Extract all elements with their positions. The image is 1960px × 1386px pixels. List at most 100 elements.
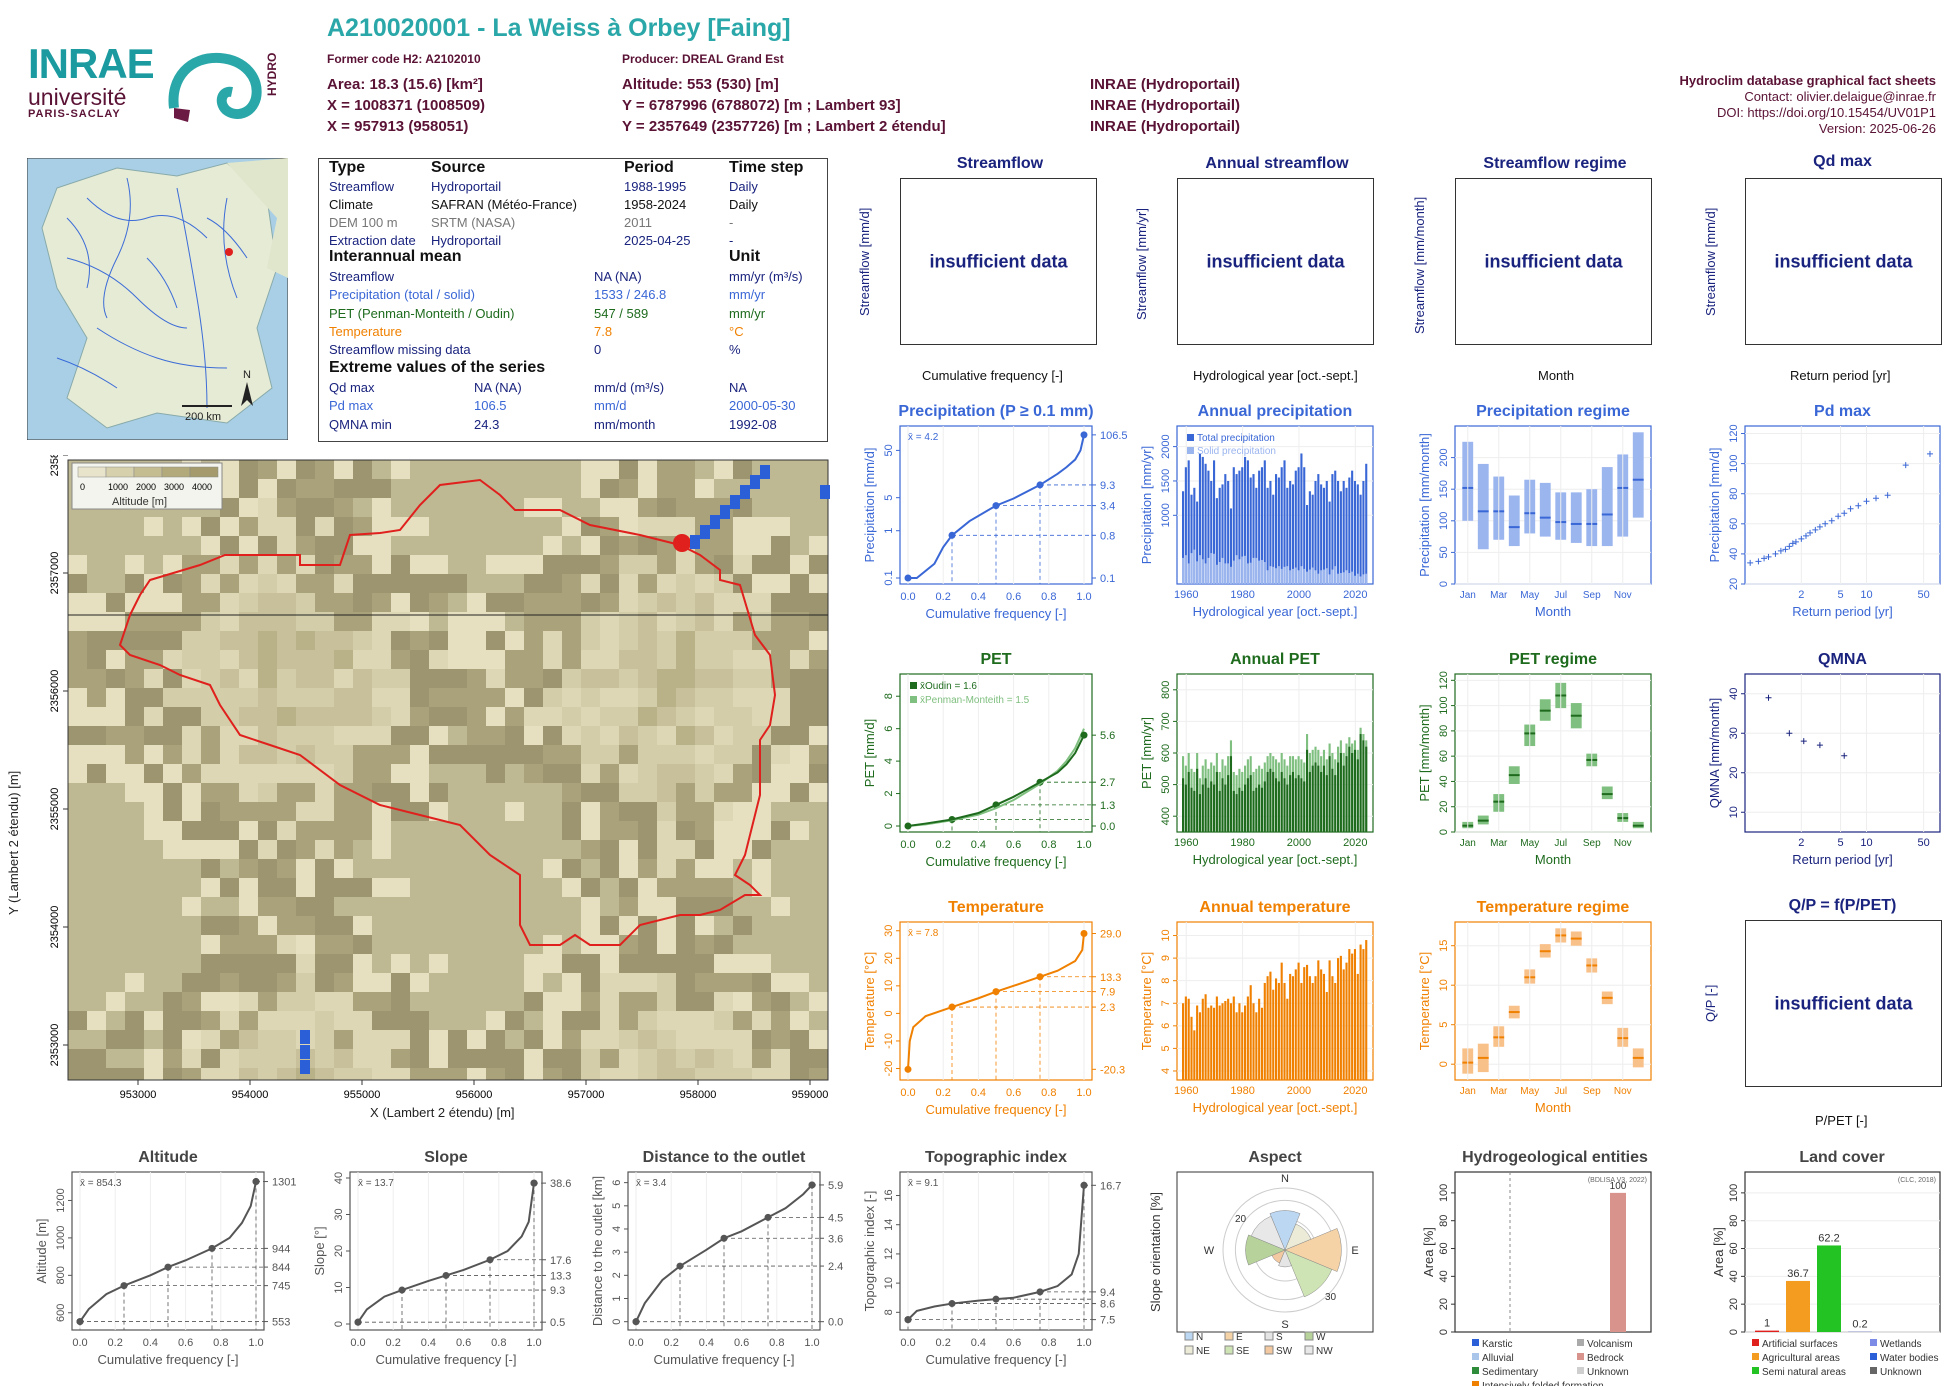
ytick: 6: [1160, 1023, 1172, 1029]
ytick: 2: [611, 1272, 623, 1278]
bar-secondary: [1339, 573, 1342, 584]
catchment-boundary: [118, 478, 777, 946]
legend-entry: x̄Penman-Monteith = 1.5: [920, 695, 1030, 706]
ytick: 60: [1438, 1242, 1450, 1254]
bar: [1817, 1245, 1841, 1332]
chart-ylabel: Precipitation [mm/d]: [862, 448, 877, 563]
bar-secondary: [1255, 557, 1258, 584]
bar-secondary: [1246, 778, 1249, 832]
map-xtick: 954000: [232, 1089, 269, 1101]
chart-title: Altitude: [138, 1149, 198, 1166]
map-ytick: 2353000: [49, 1024, 61, 1067]
bar: [1269, 971, 1272, 1080]
min-point: [904, 574, 912, 582]
right-label: 553: [272, 1317, 290, 1329]
bar-secondary: [1308, 771, 1311, 832]
point: [1800, 738, 1807, 745]
bar: [1331, 976, 1334, 1080]
chart-title: QMNA: [1818, 651, 1867, 668]
chart-frame: [896, 673, 1096, 833]
bar: [1314, 976, 1317, 1080]
contact[interactable]: Contact: olivier.delaigue@inrae.fr: [1744, 89, 1936, 104]
map-ytick: 2355000: [49, 788, 61, 831]
bar-value: 100: [1610, 1181, 1627, 1192]
altitude-legend: 0 1000 2000 3000 4000 Altitude [m]: [71, 462, 223, 510]
point: [1777, 547, 1784, 554]
ytick: 100: [1438, 696, 1450, 714]
bar: [1311, 494, 1314, 584]
series-line: [907, 734, 1085, 827]
bar: [1244, 456, 1247, 584]
chart-frame: [1173, 673, 1374, 833]
ytick: 80: [1438, 725, 1450, 737]
legend-title: Altitude [m]: [112, 496, 167, 508]
ytick: 0: [333, 1321, 345, 1327]
former-code: Former code H2: A2102010: [327, 52, 481, 66]
chart-frame: [1741, 1171, 1941, 1374]
point: [1847, 505, 1854, 512]
bar: [1294, 470, 1297, 584]
chart-xlabel: Month: [1535, 1100, 1571, 1115]
xtick: 0.0: [900, 1087, 915, 1099]
box: [1539, 482, 1551, 537]
altitude: Altitude: 553 (530) [m]: [622, 76, 779, 93]
chart-title: Temperature: [948, 899, 1044, 916]
legend-tick: 2000: [136, 482, 156, 492]
bar-secondary: [1322, 569, 1326, 584]
bar: [1356, 973, 1359, 1080]
bar-secondary: [1286, 566, 1289, 584]
extreme-title: Extreme values of the series: [329, 359, 546, 376]
bar: [1210, 480, 1213, 584]
bar-secondary: [1294, 778, 1297, 832]
bar: [1224, 474, 1227, 584]
bar-secondary: [1229, 566, 1233, 584]
aspect-chart: [1176, 1171, 1374, 1355]
bar: [1755, 1330, 1779, 1332]
col-step: Time step: [729, 159, 804, 176]
box: [1601, 786, 1613, 800]
bar-secondary: [1249, 562, 1252, 584]
min-point: [632, 1318, 640, 1326]
bar-secondary: [1334, 775, 1337, 832]
xtick: 0.0: [350, 1337, 365, 1349]
xtick: Nov: [1614, 838, 1632, 849]
bar-secondary: [1297, 775, 1300, 832]
xtick: 0.4: [699, 1337, 714, 1349]
bar: [1325, 991, 1328, 1080]
point: [1786, 730, 1793, 737]
bar-secondary: [1246, 563, 1249, 584]
bar: [1238, 470, 1241, 584]
chart-xlabel: Cumulative frequency [-]: [926, 606, 1067, 621]
ytick: 700: [1160, 712, 1172, 730]
bar-secondary: [1289, 570, 1292, 584]
bar-secondary: [1320, 771, 1323, 832]
bar: [1182, 1003, 1185, 1080]
xtick: 2000: [1287, 1085, 1311, 1097]
xtick: 0.4: [971, 1337, 986, 1349]
chart-ylabel: Temperature [°C]: [1139, 952, 1154, 1050]
ytick: 100: [1438, 1184, 1450, 1202]
legend-entry: Volcanism: [1587, 1339, 1633, 1350]
coord-source-3: INRAE (Hydroportail): [1090, 118, 1240, 135]
bar: [1365, 940, 1368, 1080]
x-lambert2: X = 957913 (958051): [327, 118, 469, 135]
bar: [1303, 967, 1306, 1080]
bar-secondary: [1328, 574, 1331, 584]
mean-value: NA (NA): [594, 269, 642, 284]
bar-secondary: [1196, 561, 1199, 584]
box: [1632, 432, 1644, 518]
ytick: 16: [883, 1189, 895, 1201]
bar-value: 0.2: [1852, 1319, 1867, 1331]
bar: [1334, 982, 1337, 1080]
ytick: -10: [883, 1033, 895, 1049]
xtick: 0.4: [421, 1337, 436, 1349]
legend-entry: Agricultural areas: [1762, 1353, 1840, 1364]
ytick: 0: [1728, 1329, 1740, 1335]
info-table: Type Source Period Time step Streamflow H…: [318, 158, 828, 442]
bar-secondary: [1306, 749, 1309, 832]
legend-entry: x̄Oudin = 1.6: [920, 681, 977, 692]
bar: [1362, 480, 1365, 584]
doi-link[interactable]: DOI: https://doi.org/10.15454/UV01P1: [1717, 105, 1936, 120]
xtick: May: [1520, 1086, 1539, 1097]
mean-label: Temperature: [329, 323, 402, 339]
